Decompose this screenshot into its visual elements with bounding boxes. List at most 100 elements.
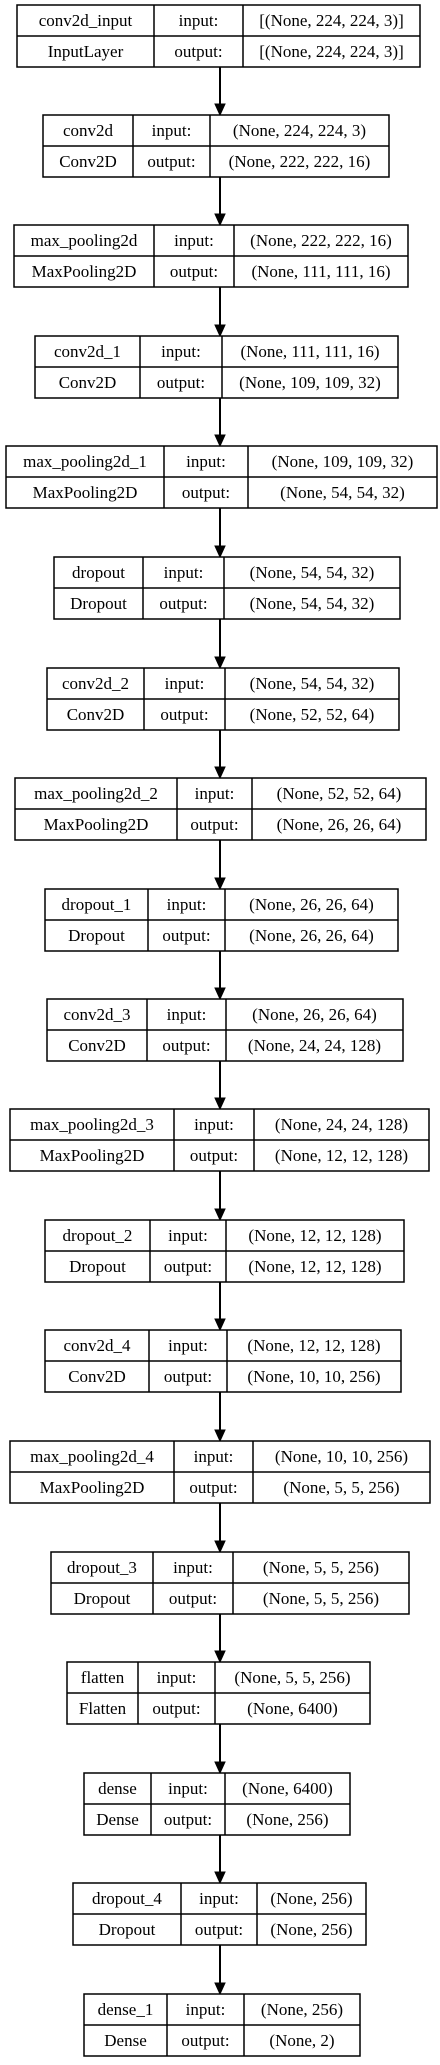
edge-arrow [214, 1724, 226, 1775]
input-shape: (None, 111, 111, 16) [240, 342, 379, 361]
arrow-head-icon [214, 656, 226, 670]
input-shape: (None, 24, 24, 128) [275, 1115, 408, 1134]
arrow-head-icon [214, 766, 226, 780]
output-label: output: [174, 42, 222, 61]
output-label: output: [169, 1589, 217, 1608]
output-shape: (None, 10, 10, 256) [247, 1367, 380, 1386]
edge-arrow [214, 1835, 226, 1885]
output-label: output: [189, 1478, 237, 1497]
layer-node: dense_1 Dense input: output: (None, 256) (Non… [83, 1993, 361, 2057]
layer-type: Dropout [69, 1257, 126, 1276]
arrow-head-icon [214, 434, 226, 448]
layer-type: MaxPooling2D [40, 1146, 145, 1165]
output-label: output: [182, 483, 230, 502]
output-label: output: [159, 594, 207, 613]
layer-node: conv2d_1 Conv2D input: output: (None, 111, 1… [34, 335, 399, 399]
edge-arrow [214, 951, 226, 1001]
edge-arrow [214, 287, 226, 338]
layer-type: Dropout [68, 926, 125, 945]
layer-type: MaxPooling2D [40, 1478, 145, 1497]
layer-node: conv2d_4 Conv2D input: output: (None, 12, 12… [44, 1329, 402, 1393]
input-label: input: [157, 1668, 197, 1687]
layer-type: InputLayer [48, 42, 124, 61]
layer-type: Dropout [99, 1920, 156, 1939]
edge-arrow [214, 1061, 226, 1111]
layer-type: Flatten [79, 1699, 127, 1718]
input-label: input: [165, 674, 205, 693]
edge-arrow [214, 730, 226, 780]
layer-node: flatten Flatten input: output: (None, 5, 5, … [66, 1661, 371, 1725]
layer-name: conv2d_input [39, 11, 133, 30]
layer-type: Conv2D [68, 1036, 126, 1055]
arrow-head-icon [214, 1650, 226, 1664]
layer-name: conv2d_1 [54, 342, 121, 361]
layer-node: dropout_4 Dropout input: output: (None, 256)… [72, 1882, 367, 1946]
layer-node: max_pooling2d_2 MaxPooling2D input: output:… [14, 777, 427, 841]
edge-arrow [214, 840, 226, 891]
arrow-head-icon [214, 877, 226, 891]
input-shape: (None, 222, 222, 16) [250, 231, 392, 250]
input-shape: (None, 52, 52, 64) [277, 784, 402, 803]
input-shape: (None, 224, 224, 3) [233, 121, 366, 140]
input-label: input: [199, 1889, 239, 1908]
layer-type: MaxPooling2D [32, 262, 137, 281]
output-shape: (None, 52, 52, 64) [250, 705, 375, 724]
input-shape: (None, 54, 54, 32) [250, 563, 375, 582]
layer-name: dense_1 [98, 2000, 154, 2019]
output-label: output: [147, 152, 195, 171]
arrow-head-icon [214, 1540, 226, 1554]
input-label: input: [179, 11, 219, 30]
layer-name: max_pooling2d_3 [30, 1115, 154, 1134]
arrow-head-icon [214, 103, 226, 117]
arrow-head-icon [214, 1871, 226, 1885]
layer-type: Dense [96, 1810, 138, 1829]
output-label: output: [181, 2031, 229, 2050]
output-label: output: [160, 705, 208, 724]
output-label: output: [190, 815, 238, 834]
layer-node: dropout_3 Dropout input: output: (None, 5, 5… [50, 1551, 410, 1615]
edge-arrow [214, 1392, 226, 1443]
layer-name: flatten [81, 1668, 125, 1687]
output-shape: (None, 54, 54, 32) [280, 483, 405, 502]
layer-name: conv2d_2 [62, 674, 129, 693]
edge-arrow [214, 619, 226, 670]
arrow-head-icon [214, 1318, 226, 1332]
arrow-head-icon [214, 1208, 226, 1222]
arrow-head-icon [214, 324, 226, 338]
output-shape: (None, 26, 26, 64) [277, 815, 402, 834]
layer-node: dropout_2 Dropout input: output: (None, 12, … [44, 1219, 405, 1283]
layer-type: Conv2D [59, 373, 117, 392]
arrow-head-icon [214, 1982, 226, 1996]
input-shape: (None, 109, 109, 32) [272, 452, 414, 471]
output-shape: (None, 26, 26, 64) [249, 926, 374, 945]
input-label: input: [195, 784, 235, 803]
output-shape: (None, 109, 109, 32) [239, 373, 381, 392]
input-label: input: [167, 1005, 207, 1024]
input-label: input: [168, 1779, 208, 1798]
arrow-head-icon [214, 987, 226, 1001]
input-label: input: [194, 1447, 234, 1466]
input-shape: (None, 5, 5, 256) [234, 1668, 350, 1687]
input-label: input: [186, 452, 226, 471]
edge-arrow [214, 1282, 226, 1332]
layer-name: max_pooling2d [31, 231, 138, 250]
layer-type: Dense [104, 2031, 146, 2050]
output-shape: (None, 24, 24, 128) [248, 1036, 381, 1055]
layer-node: conv2d_2 Conv2D input: output: (None, 54, 54… [46, 667, 400, 731]
layer-name: dense [98, 1779, 137, 1798]
output-shape: (None, 6400) [247, 1699, 338, 1718]
input-shape: (None, 12, 12, 128) [247, 1336, 380, 1355]
output-label: output: [170, 262, 218, 281]
output-shape: (None, 256) [246, 1810, 328, 1829]
layer-type: Dropout [70, 594, 127, 613]
input-label: input: [174, 231, 214, 250]
layer-name: dropout_1 [62, 895, 132, 914]
edge-arrow [214, 1171, 226, 1222]
layer-name: conv2d_4 [63, 1336, 131, 1355]
layer-node: dropout Dropout input: output: (None, 54, 54… [53, 556, 401, 620]
output-label: output: [162, 1036, 210, 1055]
layer-node: max_pooling2d_4 MaxPooling2D input: output:… [9, 1440, 431, 1504]
layer-name: max_pooling2d_1 [23, 452, 147, 471]
arrow-head-icon [214, 1429, 226, 1443]
